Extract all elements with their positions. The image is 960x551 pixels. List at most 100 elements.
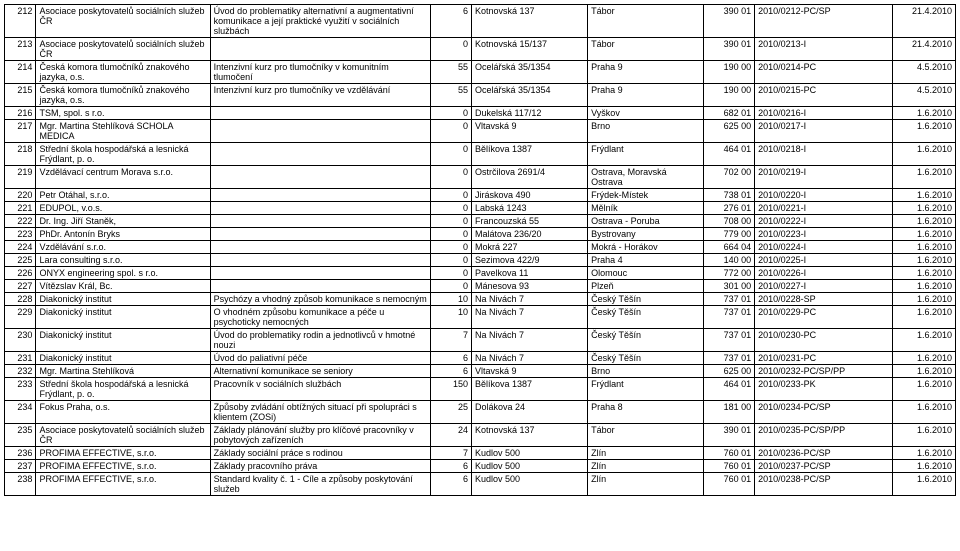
cell: 212 (5, 5, 36, 38)
cell: 2010/0229-PC (755, 306, 893, 329)
cell: 2010/0225-I (755, 254, 893, 267)
cell: Na Nivách 7 (472, 306, 588, 329)
cell (210, 38, 430, 61)
cell: 1.6.2010 (893, 401, 956, 424)
cell: 1.6.2010 (893, 378, 956, 401)
cell: Lara consulting s.r.o. (36, 254, 210, 267)
cell: 216 (5, 107, 36, 120)
cell: Tábor (588, 38, 704, 61)
cell: 234 (5, 401, 36, 424)
cell: 276 01 (704, 202, 755, 215)
cell: Střední škola hospodářská a lesnická Frý… (36, 143, 210, 166)
cell: 6 (430, 352, 471, 365)
cell: 301 00 (704, 280, 755, 293)
cell: 708 00 (704, 215, 755, 228)
cell: 190 00 (704, 61, 755, 84)
cell: 2010/0223-I (755, 228, 893, 241)
cell: Asociace poskytovatelů sociálních služeb… (36, 424, 210, 447)
cell: Mokrá - Horákov (588, 241, 704, 254)
cell: PROFIMA EFFECTIVE, s.r.o. (36, 447, 210, 460)
cell: 0 (430, 280, 471, 293)
cell: 0 (430, 107, 471, 120)
table-row: 238PROFIMA EFFECTIVE, s.r.o.Standard kva… (5, 473, 956, 496)
cell: 224 (5, 241, 36, 254)
cell: 1.6.2010 (893, 352, 956, 365)
cell: 10 (430, 306, 471, 329)
cell: Úvod do problematiky alternativní a augm… (210, 5, 430, 38)
cell (210, 143, 430, 166)
table-row: 219Vzdělávací centrum Morava s.r.o.0Ostr… (5, 166, 956, 189)
cell: Diakonický institut (36, 293, 210, 306)
cell: 779 00 (704, 228, 755, 241)
cell: Brno (588, 120, 704, 143)
cell: 217 (5, 120, 36, 143)
cell: 738 01 (704, 189, 755, 202)
cell: 464 01 (704, 378, 755, 401)
cell: 2010/0233-PK (755, 378, 893, 401)
cell: 236 (5, 447, 36, 460)
cell: Vzdělávací centrum Morava s.r.o. (36, 166, 210, 189)
cell: 220 (5, 189, 36, 202)
table-row: 235Asociace poskytovatelů sociálních slu… (5, 424, 956, 447)
cell: Alternativní komunikace se seniory (210, 365, 430, 378)
cell: Ostrčilova 2691/4 (472, 166, 588, 189)
cell: Český Těšín (588, 329, 704, 352)
cell: Dolákova 24 (472, 401, 588, 424)
cell: 0 (430, 215, 471, 228)
cell: 1.6.2010 (893, 473, 956, 496)
cell: 6 (430, 460, 471, 473)
table-row: 230Diakonický institutÚvod do problemati… (5, 329, 956, 352)
cell: Praha 9 (588, 61, 704, 84)
table-row: 229Diakonický institutO vhodném způsobu … (5, 306, 956, 329)
cell: Brno (588, 365, 704, 378)
cell: Kudlov 500 (472, 473, 588, 496)
cell: Bystrovany (588, 228, 704, 241)
cell (210, 120, 430, 143)
cell: Tábor (588, 5, 704, 38)
cell: 2010/0235-PC/SP/PP (755, 424, 893, 447)
cell: 390 01 (704, 424, 755, 447)
cell: Asociace poskytovatelů sociálních služeb… (36, 38, 210, 61)
cell (210, 107, 430, 120)
cell: Frýdek-Místek (588, 189, 704, 202)
cell: Český Těšín (588, 306, 704, 329)
cell: Plzeň (588, 280, 704, 293)
cell: Standard kvality č. 1 - Cíle a způsoby p… (210, 473, 430, 496)
cell: 7 (430, 447, 471, 460)
cell: 2010/0227-I (755, 280, 893, 293)
table-row: 228Diakonický institutPsychózy a vhodný … (5, 293, 956, 306)
cell: Ostrava - Poruba (588, 215, 704, 228)
cell: PROFIMA EFFECTIVE, s.r.o. (36, 473, 210, 496)
cell: Na Nivách 7 (472, 293, 588, 306)
cell: Frýdlant (588, 143, 704, 166)
table-row: 213Asociace poskytovatelů sociálních slu… (5, 38, 956, 61)
cell: Vyškov (588, 107, 704, 120)
cell: Ocelářská 35/1354 (472, 61, 588, 84)
cell: 235 (5, 424, 36, 447)
cell: Mgr. Martina Stehlíková (36, 365, 210, 378)
cell: 737 01 (704, 306, 755, 329)
cell (210, 254, 430, 267)
cell: 24 (430, 424, 471, 447)
cell: Praha 4 (588, 254, 704, 267)
cell: Diakonický institut (36, 352, 210, 365)
cell: 2010/0234-PC/SP (755, 401, 893, 424)
cell: 2010/0212-PC/SP (755, 5, 893, 38)
cell: 2010/0238-PC/SP (755, 473, 893, 496)
table-row: 212Asociace poskytovatelů sociálních slu… (5, 5, 956, 38)
cell: Mokrá 227 (472, 241, 588, 254)
cell: 4.5.2010 (893, 84, 956, 107)
cell: Ostrava, Moravská Ostrava (588, 166, 704, 189)
cell: Kudlov 500 (472, 460, 588, 473)
cell: 0 (430, 241, 471, 254)
table-row: 223PhDr. Antonín Bryks0Malátova 236/20By… (5, 228, 956, 241)
cell: 1.6.2010 (893, 267, 956, 280)
cell: Intenzivní kurz pro tlumočníky v komunit… (210, 61, 430, 84)
cell: 233 (5, 378, 36, 401)
cell: 7 (430, 329, 471, 352)
cell (210, 241, 430, 254)
table-row: 233Střední škola hospodářská a lesnická … (5, 378, 956, 401)
cell: 760 01 (704, 460, 755, 473)
cell: 6 (430, 365, 471, 378)
cell: 2010/0216-I (755, 107, 893, 120)
